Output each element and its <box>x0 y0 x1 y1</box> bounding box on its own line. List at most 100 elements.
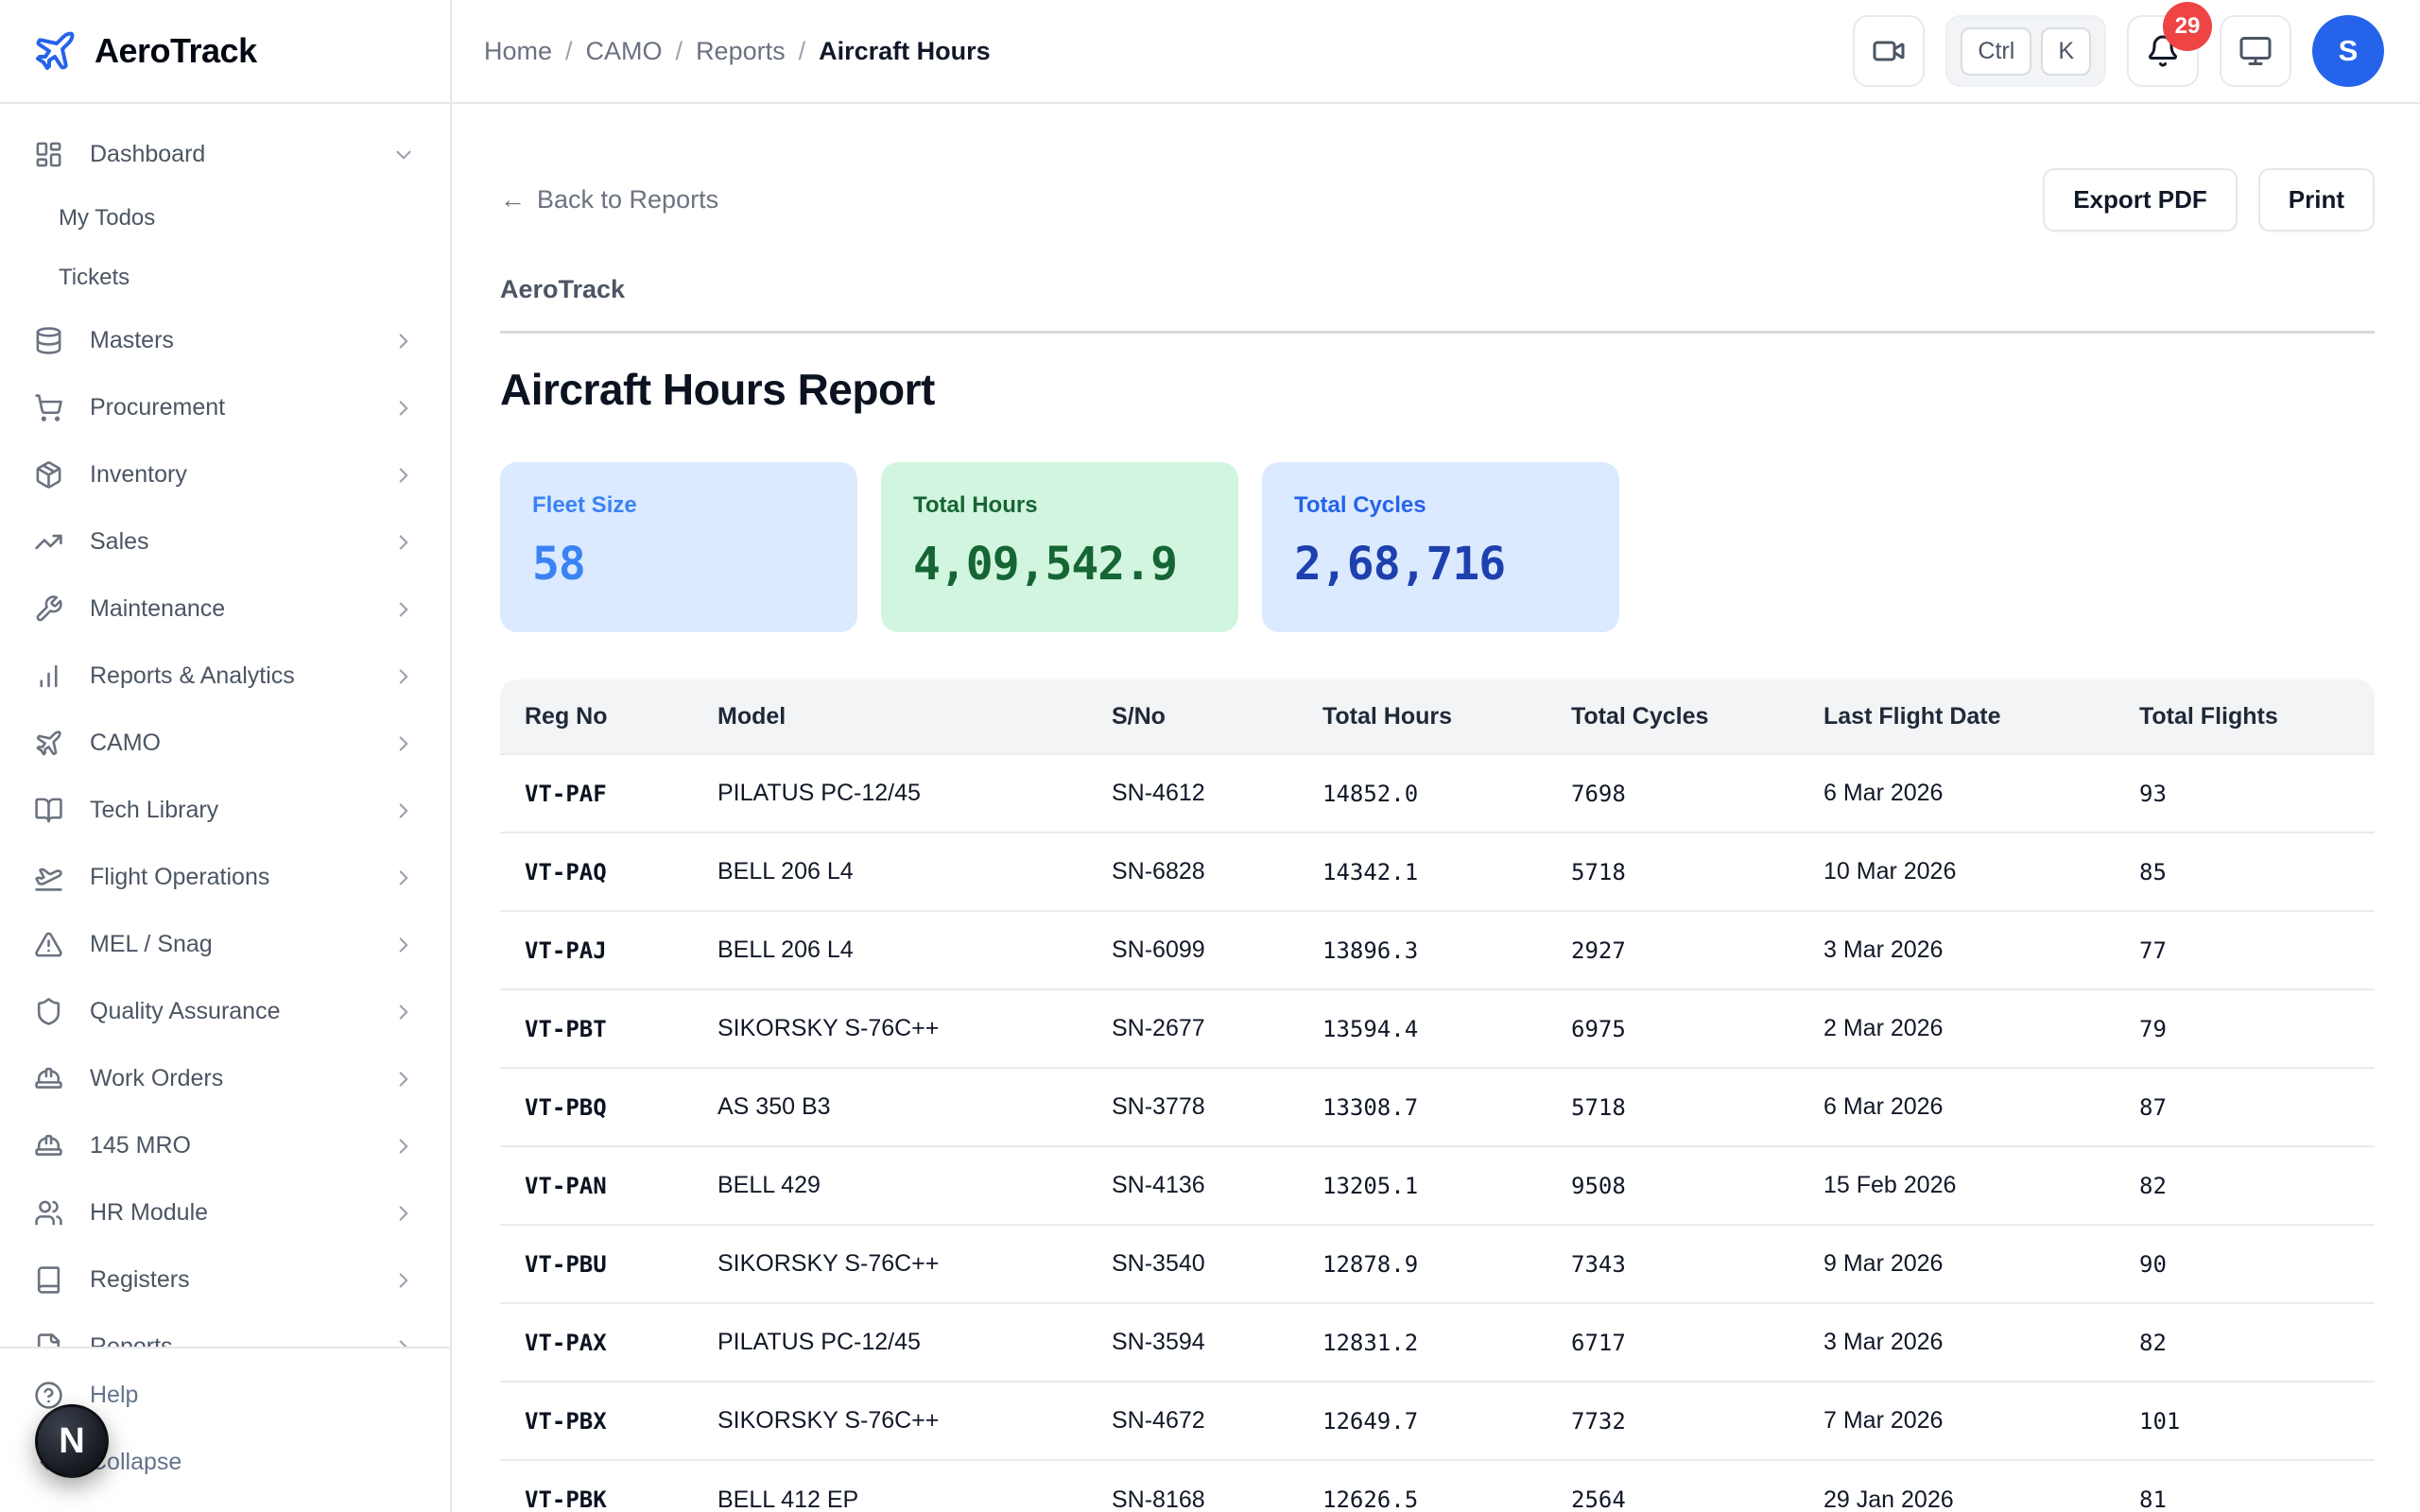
sidebar-item-reports[interactable]: Reports <box>0 1314 450 1347</box>
alert-triangle-icon <box>34 930 63 959</box>
cell-last-flight-date: 9 Mar 2026 <box>1824 1225 2139 1303</box>
sidebar: AeroTrack Dashboard My TodosTicketsMaster… <box>0 0 452 1512</box>
sidebar-item-label: Dashboard <box>90 141 365 168</box>
brand-logo[interactable]: AeroTrack <box>0 0 450 104</box>
cell-total-hours: 12831.2 <box>1322 1303 1571 1382</box>
chevron-right-icon <box>391 1335 416 1348</box>
breadcrumb-link-reports[interactable]: Reports <box>696 37 786 66</box>
monitor-icon <box>2238 34 2273 68</box>
cell-total-hours: 12649.7 <box>1322 1382 1571 1460</box>
back-arrow-icon: ← <box>500 185 526 215</box>
report-content: ← Back to Reports Export PDF Print AeroT… <box>452 104 2420 1512</box>
cell-total-cycles: 9508 <box>1571 1146 1824 1225</box>
cell-total-hours: 14342.1 <box>1322 833 1571 911</box>
breadcrumb-link-camo[interactable]: CAMO <box>586 37 663 66</box>
table-row: VT-PANBELL 429SN-413613205.1950815 Feb 2… <box>500 1146 2375 1225</box>
book-icon <box>34 1265 63 1295</box>
cell-reg-no: VT-PBX <box>500 1382 717 1460</box>
video-button[interactable] <box>1853 15 1925 87</box>
chevron-right-icon <box>391 530 416 555</box>
cell-reg-no: VT-PBK <box>500 1460 717 1512</box>
chevron-right-icon <box>391 799 416 823</box>
sidebar-item-label: 145 MRO <box>90 1132 365 1160</box>
sidebar-item-mel-snag[interactable]: MEL / Snag <box>0 911 450 978</box>
hard-hat-icon <box>34 1131 63 1160</box>
cell-s-no: SN-6828 <box>1112 833 1322 911</box>
cell-total-cycles: 7698 <box>1571 754 1824 833</box>
sidebar-item-work-orders[interactable]: Work Orders <box>0 1045 450 1112</box>
cell-model: PILATUS PC-12/45 <box>717 754 1112 833</box>
k-keycap: K <box>2041 27 2091 76</box>
stat-card-total-hours: Total Hours 4,09,542.9 <box>881 462 1238 632</box>
user-avatar[interactable]: S <box>2312 15 2384 87</box>
chevron-right-icon <box>391 329 416 353</box>
sidebar-item-145-mro[interactable]: 145 MRO <box>0 1112 450 1179</box>
cell-total-flights: 87 <box>2139 1068 2375 1146</box>
breadcrumb-separator: / <box>565 37 573 66</box>
display-button[interactable] <box>2220 15 2291 87</box>
cell-last-flight-date: 29 Jan 2026 <box>1824 1460 2139 1512</box>
sidebar-item-tech-library[interactable]: Tech Library <box>0 777 450 844</box>
sidebar-item-quality-assurance[interactable]: Quality Assurance <box>0 978 450 1045</box>
aircraft-hours-table: Reg NoModelS/NoTotal HoursTotal CyclesLa… <box>500 679 2375 1512</box>
sidebar-item-dashboard[interactable]: Dashboard <box>0 121 450 188</box>
sidebar-item-inventory[interactable]: Inventory <box>0 441 450 508</box>
floating-assistant-button[interactable]: N <box>35 1404 109 1478</box>
cell-last-flight-date: 10 Mar 2026 <box>1824 833 2139 911</box>
table-row: VT-PAQBELL 206 L4SN-682814342.1571810 Ma… <box>500 833 2375 911</box>
sidebar-subitem-tickets[interactable]: Tickets <box>0 248 450 307</box>
cell-total-flights: 81 <box>2139 1460 2375 1512</box>
column-header-last-flight-date: Last Flight Date <box>1824 679 2139 754</box>
print-button[interactable]: Print <box>2258 168 2375 232</box>
divider <box>500 331 2375 334</box>
table-row: VT-PBXSIKORSKY S-76C++SN-467212649.77732… <box>500 1382 2375 1460</box>
export-pdf-button[interactable]: Export PDF <box>2043 168 2238 232</box>
cell-total-cycles: 6717 <box>1571 1303 1824 1382</box>
column-header-model: Model <box>717 679 1112 754</box>
sidebar-item-registers[interactable]: Registers <box>0 1246 450 1314</box>
cell-total-hours: 13308.7 <box>1322 1068 1571 1146</box>
app-window: AeroTrack Dashboard My TodosTicketsMaster… <box>0 0 2420 1512</box>
sidebar-item-maintenance[interactable]: Maintenance <box>0 576 450 643</box>
sidebar-item-reports-analytics[interactable]: Reports & Analytics <box>0 643 450 710</box>
cell-total-hours: 12878.9 <box>1322 1225 1571 1303</box>
cell-total-flights: 82 <box>2139 1303 2375 1382</box>
cell-total-cycles: 7732 <box>1571 1382 1824 1460</box>
cell-model: BELL 206 L4 <box>717 911 1112 989</box>
cell-reg-no: VT-PBU <box>500 1225 717 1303</box>
cell-total-flights: 93 <box>2139 754 2375 833</box>
cell-s-no: SN-4612 <box>1112 754 1322 833</box>
stat-card-value: 2,68,716 <box>1294 538 1587 591</box>
cell-total-hours: 13896.3 <box>1322 911 1571 989</box>
cell-total-cycles: 6975 <box>1571 989 1824 1068</box>
column-header-total-cycles: Total Cycles <box>1571 679 1824 754</box>
stat-card-label: Fleet Size <box>532 492 825 519</box>
sidebar-item-flight-operations[interactable]: Flight Operations <box>0 844 450 911</box>
sidebar-item-camo[interactable]: CAMO <box>0 710 450 777</box>
sidebar-item-label: Reports & Analytics <box>90 662 365 690</box>
book-open-icon <box>34 796 63 825</box>
stat-card-value: 58 <box>532 538 825 591</box>
sidebar-item-procurement[interactable]: Procurement <box>0 374 450 441</box>
plane-takeoff-icon <box>34 863 63 892</box>
sidebar-subitem-my-todos[interactable]: My Todos <box>0 188 450 248</box>
cell-total-cycles: 7343 <box>1571 1225 1824 1303</box>
back-to-reports-link[interactable]: ← Back to Reports <box>500 185 718 215</box>
chevron-right-icon <box>391 463 416 488</box>
sidebar-item-label: Quality Assurance <box>90 998 365 1025</box>
sidebar-item-label: Maintenance <box>90 595 365 623</box>
cell-reg-no: VT-PAF <box>500 754 717 833</box>
sidebar-item-hr-module[interactable]: HR Module <box>0 1179 450 1246</box>
cell-reg-no: VT-PAX <box>500 1303 717 1382</box>
breadcrumb-link-home[interactable]: Home <box>484 37 552 66</box>
notifications-button[interactable]: 29 <box>2127 15 2199 87</box>
cell-reg-no: VT-PAQ <box>500 833 717 911</box>
cell-s-no: SN-2677 <box>1112 989 1322 1068</box>
command-shortcut[interactable]: Ctrl K <box>1945 15 2106 87</box>
video-icon <box>1872 34 1906 68</box>
sidebar-item-label: Flight Operations <box>90 864 365 891</box>
sidebar-item-label: CAMO <box>90 730 365 757</box>
sidebar-item-masters[interactable]: Masters <box>0 307 450 374</box>
sidebar-item-sales[interactable]: Sales <box>0 508 450 576</box>
chevron-right-icon <box>391 933 416 957</box>
